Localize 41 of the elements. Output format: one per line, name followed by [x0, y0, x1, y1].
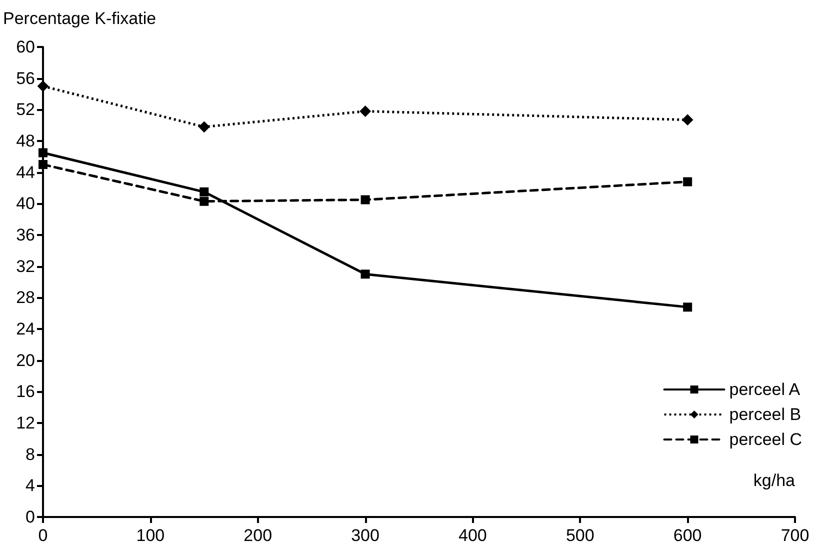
- x-tick-label: 200: [244, 526, 272, 545]
- point: [38, 148, 48, 158]
- point: [683, 177, 692, 186]
- legend-label: perceel A: [729, 380, 801, 399]
- legend-label: perceel C: [729, 430, 802, 449]
- point: [683, 302, 692, 312]
- y-axis-title: Percentage K-fixatie: [3, 9, 156, 28]
- y-tick-label: 28: [16, 288, 35, 308]
- point: [682, 114, 694, 126]
- point: [200, 187, 209, 196]
- point: [38, 80, 48, 92]
- y-tick-label: 48: [16, 132, 35, 150]
- x-tick-label: 0: [38, 526, 48, 545]
- y-tick-label: 40: [16, 194, 35, 214]
- y-tick-label: 52: [16, 100, 35, 120]
- y-tick-label: 44: [16, 162, 35, 182]
- x-tick-label: 100: [136, 526, 165, 545]
- point: [360, 106, 371, 117]
- point: [360, 195, 370, 204]
- x-tick-label: 600: [673, 526, 702, 545]
- y-tick-label: 20: [16, 350, 35, 370]
- y-tick-label: 24: [16, 320, 35, 338]
- y-tick-label: 16: [16, 382, 35, 402]
- y-tick-label: 56: [16, 68, 35, 88]
- x-axis-title: kg/ha: [753, 471, 796, 490]
- point: [38, 160, 48, 169]
- x-tick-label: 700: [780, 526, 810, 545]
- point: [198, 121, 210, 132]
- x-tick-label: 500: [566, 526, 594, 545]
- point: [360, 270, 370, 279]
- y-tick-label: 4: [26, 476, 35, 496]
- y-tick-label: 8: [26, 444, 35, 464]
- y-tick-label: 0: [26, 508, 35, 526]
- legend-label: perceel B: [729, 405, 802, 424]
- y-tick-label: 12: [16, 414, 35, 432]
- x-tick-label: 300: [351, 526, 380, 545]
- point: [200, 196, 209, 206]
- x-tick-label: 400: [458, 526, 487, 545]
- y-tick-label: 32: [16, 256, 35, 276]
- y-tick-label: 60: [16, 38, 35, 56]
- y-tick-label: 36: [16, 226, 35, 244]
